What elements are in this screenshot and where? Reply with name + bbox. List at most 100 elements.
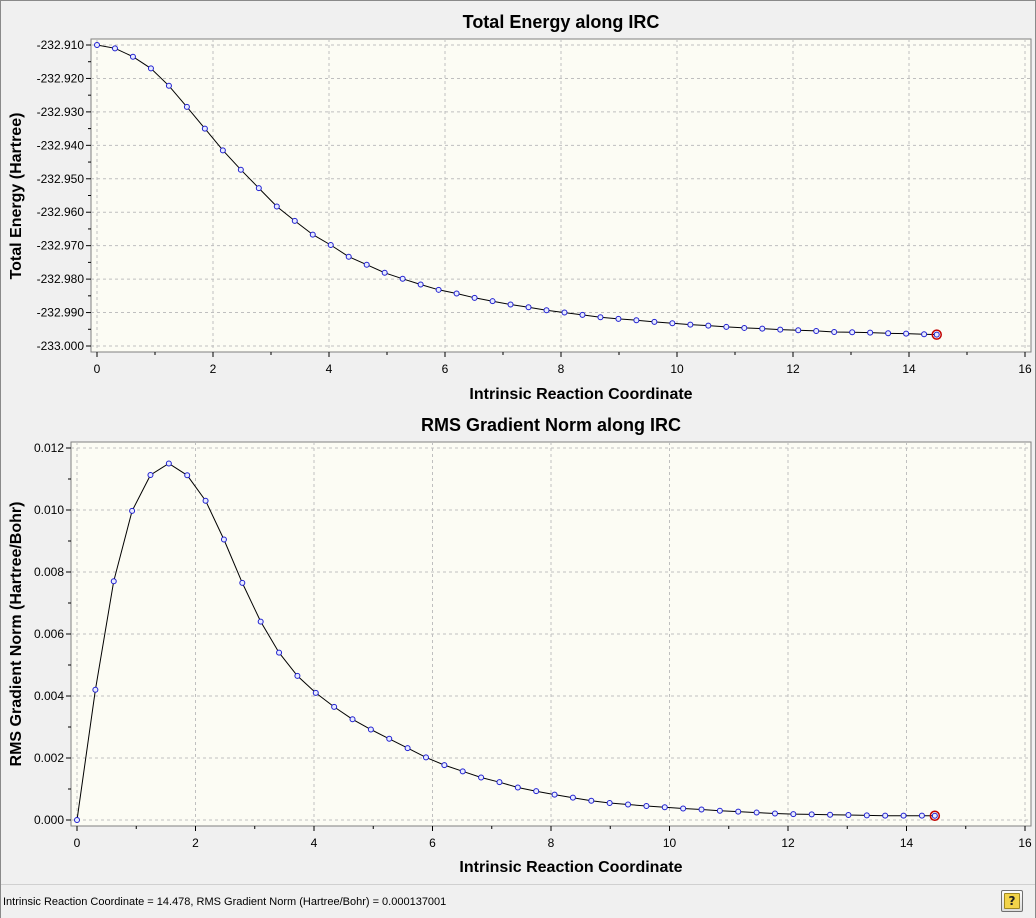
gradient-x-tick-label: 16 [1018, 836, 1032, 850]
energy-selected-point-ring [931, 329, 942, 340]
energy-data-point [921, 331, 928, 338]
energy-data-point [327, 241, 334, 248]
gradient-x-tick-label: 10 [663, 836, 677, 850]
gradient-data-point [276, 649, 283, 656]
energy-data-point [633, 317, 640, 324]
gradient-data-point [680, 805, 687, 812]
energy-data-point [453, 290, 460, 297]
energy-data-point [885, 330, 892, 337]
energy-data-point [309, 231, 316, 238]
energy-data-point [867, 329, 874, 336]
gradient-data-point [863, 812, 870, 819]
energy-data-point [129, 53, 136, 60]
energy-data-point [435, 286, 442, 293]
gradient-data-point [110, 578, 117, 585]
energy-data-point [543, 307, 550, 314]
energy-data-point [723, 323, 730, 330]
gradient-data-point [735, 808, 742, 815]
energy-data-point [381, 269, 388, 276]
irc-plots-canvas[interactable]: 0 2 4 6 8 10 12 14 16 -232.910 -232.920 -232.930 -23… [1, 1, 1036, 885]
gradient-data-point [661, 804, 668, 811]
energy-data-point [849, 329, 856, 336]
gradient-x-tick-label: 12 [781, 836, 795, 850]
gradient-data-point [900, 812, 907, 819]
gradient-data-point [931, 812, 938, 819]
status-bar: Intrinsic Reaction Coordinate = 14.478, … [1, 884, 1035, 918]
energy-y-tick-label: -232.960 [37, 205, 85, 219]
energy-x-tick-label: 14 [902, 362, 916, 376]
gradient-data-point [606, 799, 613, 806]
gradient-x-tick-label: 14 [900, 836, 914, 850]
gradient-data-point [643, 803, 650, 810]
energy-y-tick-label: -232.950 [37, 172, 85, 186]
energy-data-point [489, 298, 496, 305]
gradient-data-point [331, 703, 338, 710]
energy-y-tick-label: -232.920 [37, 71, 85, 85]
energy-y-tick-label: -233.000 [37, 339, 85, 353]
gradient-data-point [625, 801, 632, 808]
energy-data-point [933, 331, 940, 338]
energy-data-point [561, 309, 568, 316]
energy-data-point [777, 326, 784, 333]
gradient-data-point [771, 810, 778, 817]
gradient-data-point [459, 768, 466, 775]
gradient-data-point [147, 471, 154, 478]
energy-data-point [417, 281, 424, 288]
gradient-y-tick-label: 0.000 [34, 813, 64, 827]
gradient-x-tick-label: 8 [548, 836, 555, 850]
gradient-data-point [698, 806, 705, 813]
gradient-y-tick-label: 0.012 [34, 441, 64, 455]
gradient-data-point [404, 745, 411, 752]
energy-data-point [183, 103, 190, 110]
energy-data-point [273, 203, 280, 210]
energy-x-axis-label: Intrinsic Reaction Coordinate [469, 386, 692, 403]
energy-data-point [363, 261, 370, 268]
energy-data-point [687, 321, 694, 328]
energy-data-point [94, 42, 100, 48]
energy-data-point [705, 322, 712, 329]
gradient-y-axis-label: RMS Gradient Norm (Hartree/Bohr) [8, 502, 25, 767]
energy-data-point [471, 294, 478, 301]
energy-data-point [651, 318, 658, 325]
gradient-y-tick-label: 0.006 [34, 627, 64, 641]
energy-x-tick-label: 12 [786, 362, 800, 376]
gradient-data-point [386, 735, 393, 742]
energy-data-point [795, 327, 802, 334]
gradient-data-point [74, 817, 80, 823]
energy-y-axis-label: Total Energy (Hartree) [8, 113, 25, 280]
gradient-data-point [257, 618, 264, 625]
energy-x-tick-label: 4 [326, 362, 333, 376]
energy-data-point [813, 327, 820, 334]
gradient-data-point [239, 579, 246, 586]
energy-chart: 0 2 4 6 8 10 12 14 16 -232.910 -232.920 -232.930 -23… [8, 12, 1032, 403]
gradient-data-point [514, 784, 521, 791]
gradient-chart: 0 2 4 6 8 10 12 14 16 0.012 0.010 0.008 0.006 0.004 0.… [8, 415, 1032, 876]
gradient-data-point [202, 497, 209, 504]
energy-data-point [525, 304, 532, 311]
status-text: Intrinsic Reaction Coordinate = 14.478, … [3, 896, 447, 908]
energy-data-point [507, 301, 514, 308]
gradient-data-point [569, 794, 576, 801]
gradient-data-point [294, 672, 301, 679]
energy-y-tick-label: -232.910 [37, 38, 85, 52]
gradient-x-axis-label: Intrinsic Reaction Coordinate [459, 859, 682, 876]
gradient-data-point [808, 811, 815, 818]
energy-y-tick-label: -232.990 [37, 306, 85, 320]
energy-x-tick-label: 8 [558, 362, 565, 376]
gradient-chart-title: RMS Gradient Norm along IRC [421, 415, 681, 435]
gradient-series-line [76, 462, 935, 821]
energy-x-tick-label: 2 [210, 362, 217, 376]
energy-x-tick-label: 0 [94, 362, 101, 376]
gradient-data-point [312, 689, 319, 696]
gradient-x-tick-label: 6 [429, 836, 436, 850]
help-button[interactable]: ? [1001, 890, 1023, 912]
energy-y-tick-label: -232.980 [37, 272, 85, 286]
energy-y-tick-label: -232.970 [37, 239, 85, 253]
gradient-data-point [184, 472, 191, 479]
gradient-data-point [367, 726, 374, 733]
energy-data-point [111, 45, 118, 52]
energy-y-tick-label: -232.940 [37, 138, 85, 152]
gradient-y-tick-label: 0.004 [34, 689, 64, 703]
energy-data-point [669, 320, 676, 327]
gradient-data-point [588, 797, 595, 804]
